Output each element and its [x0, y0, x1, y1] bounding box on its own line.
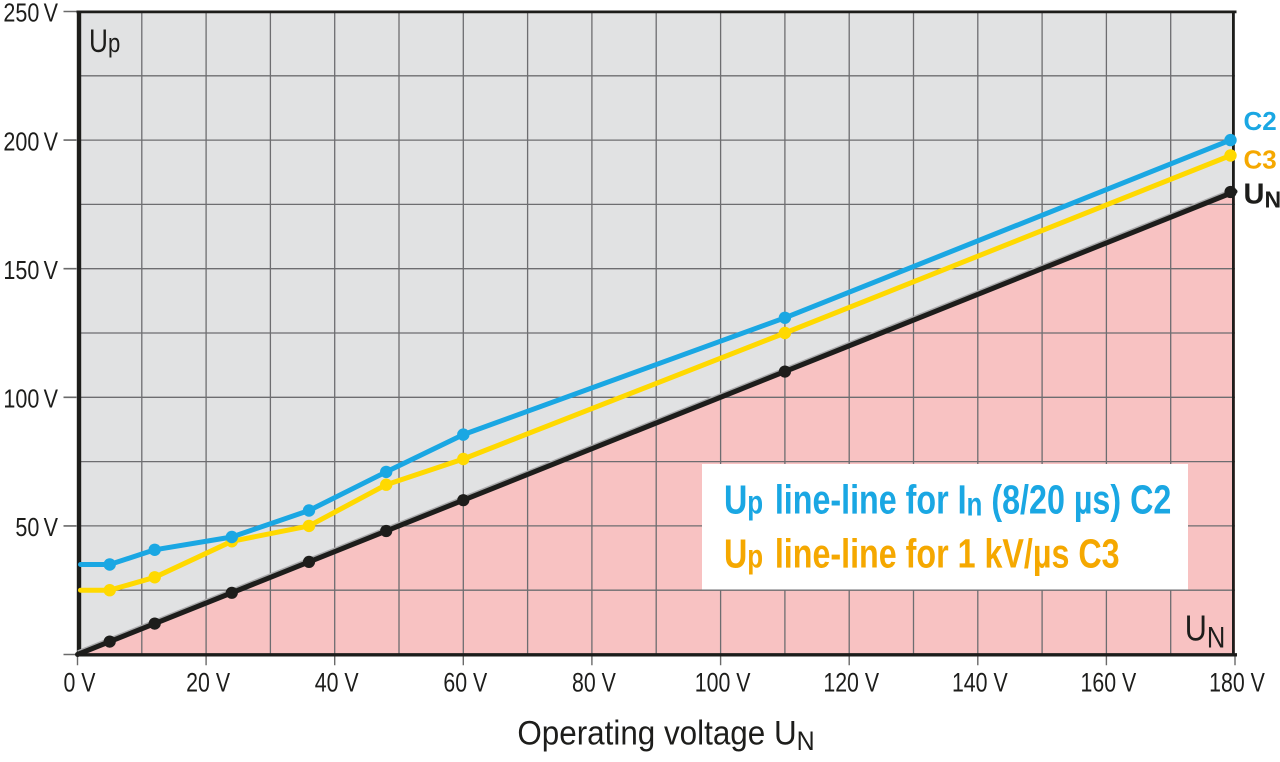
svg-text:UN: UN — [1244, 179, 1280, 213]
svg-text:120 V: 120 V — [823, 668, 879, 698]
svg-text:C2: C2 — [1244, 106, 1277, 136]
svg-text:C3: C3 — [1244, 144, 1277, 174]
svg-text:60 V: 60 V — [443, 668, 488, 698]
svg-text:100 V: 100 V — [3, 386, 58, 414]
svg-text:150 V: 150 V — [3, 257, 58, 285]
svg-text:Up: Up — [89, 25, 120, 60]
svg-text:140 V: 140 V — [952, 668, 1008, 698]
svg-text:Up line-line for 1 kV/µs C3: Up line-line for 1 kV/µs C3 — [724, 531, 1120, 577]
svg-text:0 V: 0 V — [63, 668, 96, 698]
svg-text:50 V: 50 V — [15, 514, 58, 542]
svg-text:180 V: 180 V — [1209, 668, 1265, 698]
svg-text:40 V: 40 V — [315, 668, 360, 698]
svg-text:Up line-line for In (8/20 µs): Up line-line for In (8/20 µs) C2 — [724, 477, 1171, 523]
svg-text:100 V: 100 V — [695, 668, 751, 698]
svg-text:200 V: 200 V — [3, 129, 58, 157]
svg-text:20 V: 20 V — [186, 668, 231, 698]
svg-text:160 V: 160 V — [1081, 668, 1137, 698]
svg-text:Operating voltage UN: Operating voltage UN — [517, 713, 814, 756]
svg-text:250 V: 250 V — [3, 0, 58, 28]
svg-text:80 V: 80 V — [572, 668, 617, 698]
